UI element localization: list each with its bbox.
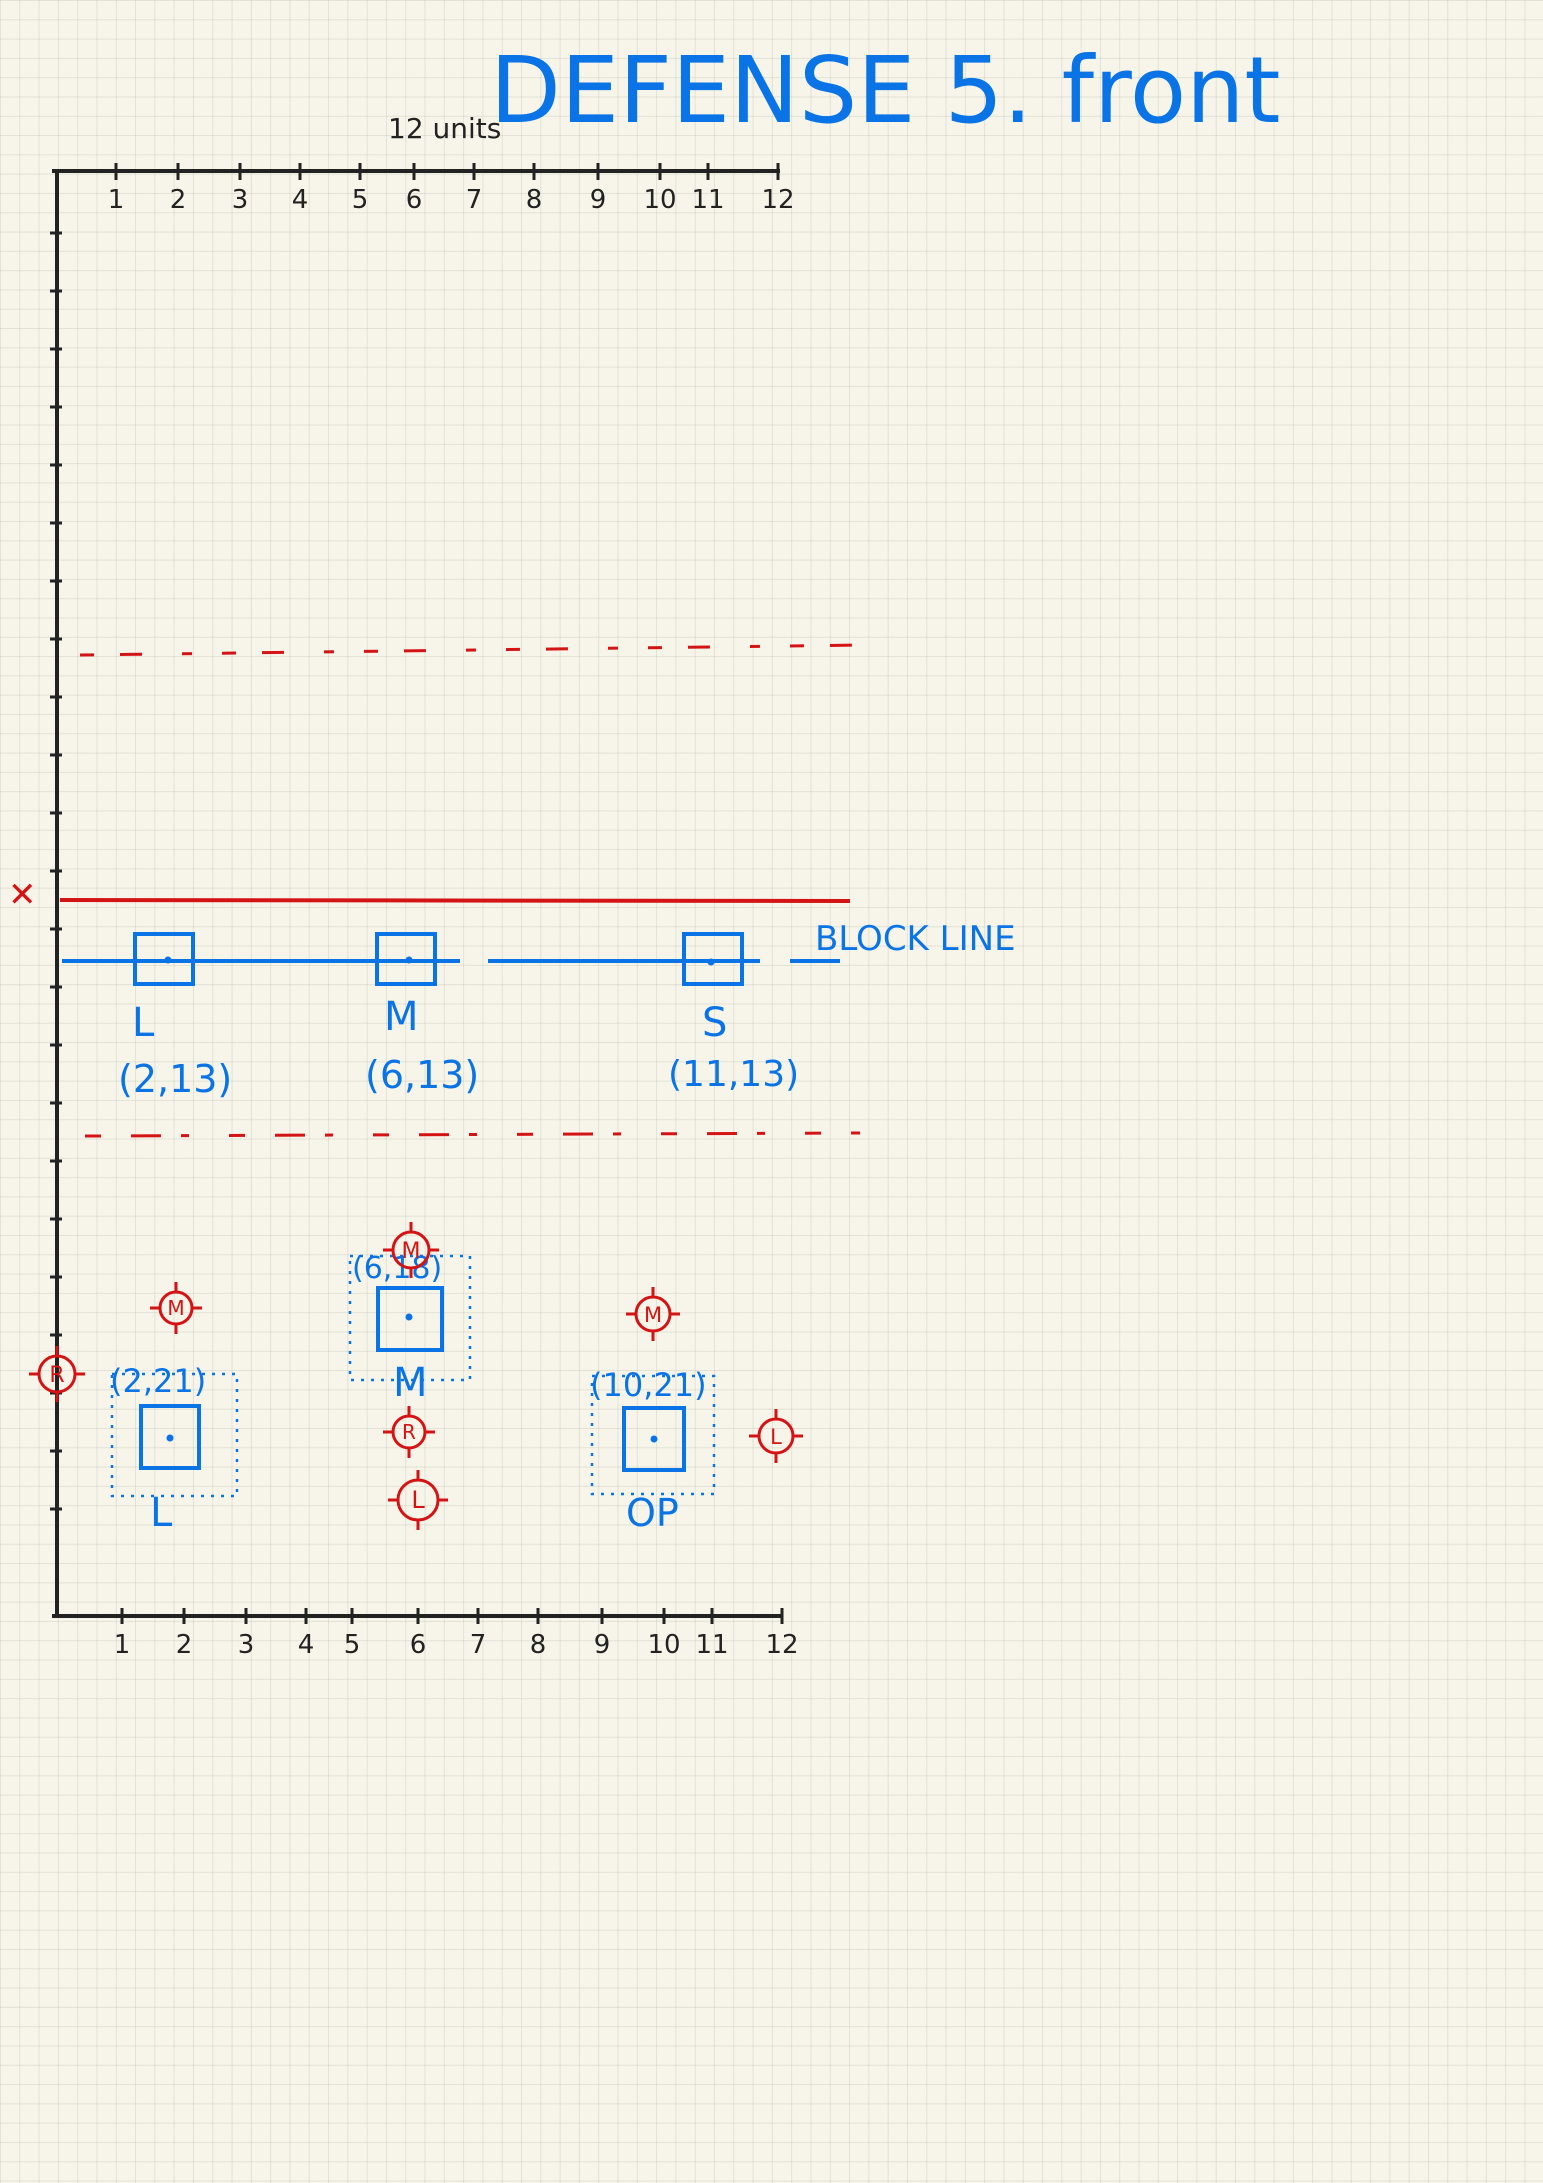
top-axis-tick-label: 12 [761,185,794,215]
block-player-m-label: M [384,994,419,1040]
attacker-marker-m-3: M [626,1287,680,1341]
defender-l-coord: (2,21) [110,1362,206,1400]
bottom-axis-tick-label: 5 [344,1630,361,1660]
top-axis-tick-label: 3 [232,185,249,215]
block-player-l: L (2,13) [118,932,232,1101]
attacker-marker-r-center: R [383,1406,435,1458]
bottom-axis-tick-label: 8 [530,1630,547,1660]
defender-l: (2,21) L [110,1362,239,1536]
attacker-marker-m-2: M [383,1222,439,1278]
bottom-axis-tick-label: 10 [647,1630,680,1660]
svg-text:M: M [644,1303,662,1327]
top-axis-tick-label: 5 [352,185,369,215]
attacker-marker-m-1: M [150,1282,202,1334]
bottom-axis-ticks: 1 2 3 4 5 6 7 8 9 10 11 12 [114,1608,799,1660]
block-player-l-label: L [132,1000,155,1046]
page-title: DEFENSE 5. front [490,37,1281,144]
block-player-s-coord: (11,13) [668,1054,799,1095]
bottom-axis-tick-label: 4 [298,1630,315,1660]
red-solid-line [59,898,851,903]
svg-text:L: L [770,1425,782,1449]
bottom-axis-tick-label: 12 [765,1630,798,1660]
defender-l-label: L [150,1490,173,1536]
bottom-axis-tick-label: 3 [238,1630,255,1660]
block-player-s-label: S [702,1000,727,1046]
top-axis-tick-label: 6 [406,185,423,215]
svg-text:L: L [411,1486,425,1514]
block-player-s: S (11,13) [668,932,799,1095]
block-player-m-coord: (6,13) [365,1053,479,1097]
top-axis-tick-label: 2 [170,185,187,215]
bottom-axis-tick-label: 2 [176,1630,193,1660]
top-axis-tick-label: 1 [108,185,125,215]
block-player-l-coord: (2,13) [118,1057,232,1101]
svg-text:M: M [402,1239,421,1264]
defender-op: (10,21) OP [590,1366,716,1535]
defender-op-coord: (10,21) [590,1366,707,1404]
top-axis-tick-label: 8 [526,185,543,215]
bottom-axis-tick-label: 6 [410,1630,427,1660]
red-dashed-line-upper [79,643,866,657]
bottom-axis-tick-label: 7 [470,1630,487,1660]
red-solid-line-axis-mark: ✕ [8,875,37,915]
top-axis-tick-label: 10 [643,185,676,215]
top-axis-tick-label: 7 [466,185,483,215]
attacker-marker-r-left: R [29,1346,85,1402]
svg-text:R: R [402,1420,416,1444]
svg-text:M: M [167,1296,184,1320]
defender-m-label: M [393,1360,428,1406]
block-line-label: BLOCK LINE [815,919,1016,959]
defender-op-label: OP [626,1491,679,1535]
red-dashed-line-lower [84,1131,861,1138]
y-axis-ticks [50,231,62,1511]
units-note: 12 units [388,112,501,145]
top-axis-ticks: 1 2 3 4 5 6 7 8 9 10 11 12 [108,163,795,215]
bottom-axis-tick-label: 1 [114,1630,131,1660]
attacker-marker-l-right: L [749,1409,803,1463]
top-axis-tick-label: 4 [292,185,309,215]
svg-text:R: R [49,1363,64,1388]
attacker-marker-l-center: L [388,1470,448,1530]
top-axis-tick-label: 11 [691,185,724,215]
bottom-axis-tick-label: 11 [695,1630,728,1660]
block-player-m: M (6,13) [365,932,479,1097]
top-axis-tick-label: 9 [590,185,607,215]
bottom-axis-tick-label: 9 [594,1630,611,1660]
